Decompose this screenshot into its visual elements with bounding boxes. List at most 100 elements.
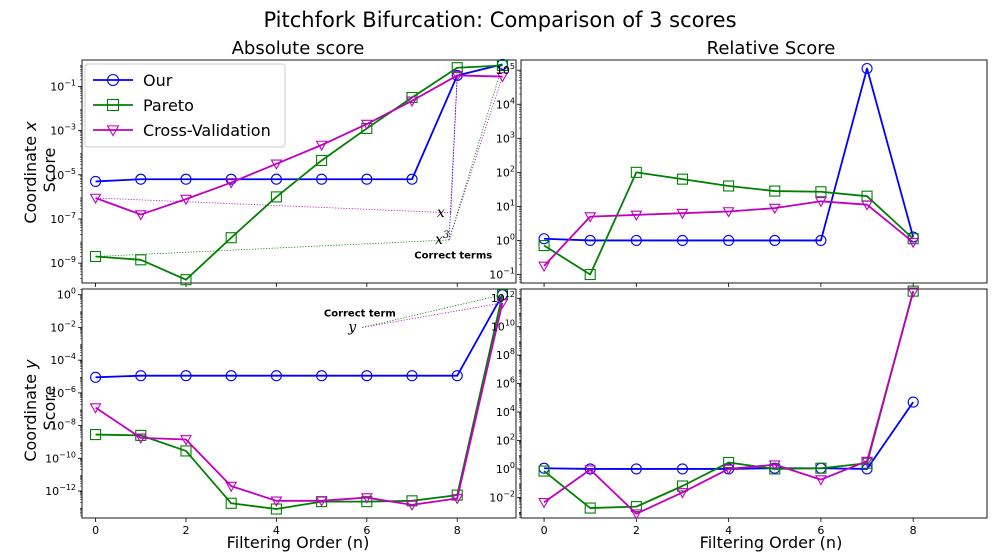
data-point <box>768 460 781 471</box>
rel-y-ytick-label: 1012 <box>491 290 515 305</box>
rel-x-ytick-label: 103 <box>496 130 515 145</box>
data-point <box>722 207 735 218</box>
rel-y-ytick-label: 104 <box>496 404 515 419</box>
data-point <box>814 196 827 208</box>
data-point <box>769 234 781 246</box>
abs-y-ytick-label: 10−4 <box>50 352 76 367</box>
row-label-x-line1: Coordinate x <box>21 121 40 224</box>
abs-x-ytick-label: 10−3 <box>50 123 76 138</box>
data-point <box>361 496 373 508</box>
abs-x-annotation: Correct terms <box>414 251 492 262</box>
data-point <box>315 496 328 507</box>
data-point <box>814 475 827 486</box>
abs-x-annotation-arrow <box>95 197 451 214</box>
abs-x-annotation-arrow <box>450 75 458 213</box>
data-point <box>180 274 192 286</box>
data-point <box>676 173 689 185</box>
data-point <box>907 237 920 249</box>
legend-entry-pareto: Pareto <box>93 96 194 115</box>
series-line <box>95 74 503 216</box>
series-line <box>543 200 914 267</box>
data-point <box>538 261 551 273</box>
data-point <box>451 62 463 74</box>
abs-y-ytick-label: 10−10 <box>45 450 76 465</box>
rel-x-ytick-label: 10−1 <box>489 266 515 281</box>
data-point <box>584 234 596 246</box>
abs-y-ytick-label: 10−6 <box>50 385 76 400</box>
abs-x-annotation-arrow <box>448 76 503 241</box>
series-line <box>543 291 915 515</box>
data-point <box>451 71 464 82</box>
abs-x-annotation: x <box>437 205 445 221</box>
xlabel-left: Filtering Order (n) <box>227 533 370 552</box>
series-line <box>95 64 503 281</box>
data-point <box>630 509 643 520</box>
abs-y-xtick-label: 6 <box>363 524 370 537</box>
data-point <box>815 234 827 246</box>
abs-x-ytick-label: 10−9 <box>50 255 76 270</box>
abs-y-xtick-label: 2 <box>182 524 189 537</box>
data-point <box>538 498 551 509</box>
data-point <box>676 488 689 499</box>
legend-marker <box>106 98 120 112</box>
rel-y-ytick-label: 106 <box>496 376 515 391</box>
abs-y-series-our <box>90 289 508 383</box>
data-point <box>315 140 328 152</box>
data-point <box>584 212 597 223</box>
data-point <box>135 173 147 185</box>
data-point <box>861 62 873 75</box>
data-point <box>134 433 147 444</box>
data-point <box>90 371 102 383</box>
data-point <box>270 503 282 515</box>
data-point <box>496 59 508 72</box>
data-point <box>676 234 689 246</box>
col-title-relative: Relative Score <box>707 38 836 59</box>
data-point <box>225 232 237 244</box>
abs-x-annotation-arrow <box>448 75 458 240</box>
xlabel-right: Filtering Order (n) <box>700 533 843 552</box>
abs-y-annotation-arrow <box>362 302 503 328</box>
data-point <box>676 463 689 475</box>
data-point <box>630 463 642 475</box>
legend-marker <box>106 125 120 137</box>
abs-x-ytick-label: 10−7 <box>50 211 76 226</box>
rel-y-ytick-label: 10−2 <box>489 489 515 504</box>
rel-y-xtick-label: 2 <box>633 524 640 537</box>
data-point <box>406 500 418 512</box>
data-point <box>270 370 282 382</box>
data-point <box>584 268 596 281</box>
abs-y-frame <box>81 288 517 519</box>
abs-y-annotation: y <box>347 319 357 335</box>
rel-x-ytick-label: 100 <box>496 232 515 247</box>
data-point <box>496 298 509 310</box>
data-point <box>316 370 328 382</box>
abs-y-xtick-label: 8 <box>454 524 461 537</box>
rel-x-series-pareto <box>538 166 919 281</box>
series-line <box>543 171 914 276</box>
rel-y-frame <box>520 288 988 519</box>
data-point <box>225 370 237 382</box>
rel-x-frame <box>520 59 988 284</box>
abs-x-series-pareto <box>90 59 508 286</box>
data-point <box>406 96 418 107</box>
legend-label: Pareto <box>143 96 194 115</box>
data-point <box>225 178 238 189</box>
data-point <box>135 254 147 266</box>
abs-x-ytick-label: 10−1 <box>50 78 76 93</box>
data-point <box>496 289 508 301</box>
legend: Our Pareto Cross-Validation <box>84 63 286 148</box>
row-label-y: Coordinate y Score <box>21 354 59 461</box>
data-point <box>723 234 735 246</box>
data-point <box>90 175 102 187</box>
data-point <box>90 250 102 263</box>
legend-entry-cross-validation: Cross-Validation <box>93 121 271 140</box>
legend-label: Our <box>143 71 173 90</box>
abs-x-annotation-arrow <box>95 239 450 257</box>
legend-entry-our: Our <box>93 71 173 90</box>
data-point <box>316 173 328 185</box>
data-point <box>180 194 192 206</box>
data-point <box>630 210 643 222</box>
data-point <box>451 370 463 382</box>
rel-y-ytick-label: 100 <box>496 461 515 476</box>
